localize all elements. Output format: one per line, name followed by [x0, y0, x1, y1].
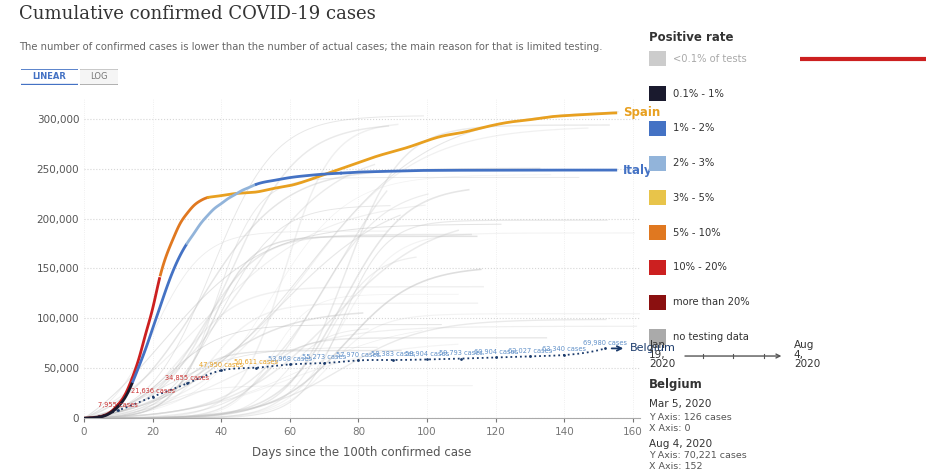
Text: 0.1% - 1%: 0.1% - 1% — [673, 88, 724, 99]
Point — [557, 351, 572, 359]
Point — [488, 354, 503, 361]
Text: 2020: 2020 — [649, 359, 675, 369]
Text: 2020: 2020 — [794, 359, 820, 369]
Text: Jan: Jan — [649, 340, 665, 350]
Point — [145, 393, 160, 400]
Text: LINEAR: LINEAR — [33, 72, 66, 81]
Point — [214, 367, 229, 374]
Text: 19,: 19, — [649, 351, 666, 360]
Text: no testing data: no testing data — [673, 332, 749, 342]
Text: Italy: Italy — [623, 164, 652, 177]
Text: 47,950 cases: 47,950 cases — [199, 361, 244, 368]
Text: 63,340 cases: 63,340 cases — [543, 346, 587, 352]
Text: 69,980 cases: 69,980 cases — [584, 340, 628, 345]
Text: X Axis: 152: X Axis: 152 — [649, 462, 702, 470]
Text: 60,904 cases: 60,904 cases — [474, 349, 517, 355]
Text: <0.1% of tests: <0.1% of tests — [673, 54, 747, 64]
FancyBboxPatch shape — [18, 69, 81, 85]
Text: X Axis: 0: X Axis: 0 — [649, 424, 690, 433]
Text: Y Axis: 126 cases: Y Axis: 126 cases — [649, 413, 732, 422]
Text: Belgium: Belgium — [630, 344, 675, 353]
Point — [386, 356, 401, 364]
Text: Positive rate: Positive rate — [649, 31, 733, 44]
Point — [351, 357, 366, 364]
Text: Aug 4, 2020: Aug 4, 2020 — [649, 439, 713, 449]
Text: 59,793 cases: 59,793 cases — [440, 350, 484, 356]
Text: 1% - 2%: 1% - 2% — [673, 123, 715, 133]
Text: Y Axis: 70,221 cases: Y Axis: 70,221 cases — [649, 451, 747, 460]
Text: The number of confirmed cases is lower than the number of actual cases; the main: The number of confirmed cases is lower t… — [19, 42, 602, 52]
Text: 3% - 5%: 3% - 5% — [673, 193, 715, 203]
Point — [419, 356, 434, 363]
FancyBboxPatch shape — [78, 69, 120, 85]
Point — [179, 380, 194, 387]
Point — [317, 360, 332, 367]
Text: 58,383 cases: 58,383 cases — [371, 351, 415, 357]
Text: LOG: LOG — [91, 72, 107, 81]
Text: Belgium: Belgium — [649, 378, 703, 392]
Text: Cumulative confirmed COVID-19 cases: Cumulative confirmed COVID-19 cases — [19, 5, 375, 23]
Point — [248, 364, 263, 371]
Text: 57,970 cases: 57,970 cases — [336, 352, 380, 358]
Text: Aug: Aug — [794, 340, 814, 350]
Text: 55,273 cases: 55,273 cases — [302, 354, 347, 360]
Text: 5% - 10%: 5% - 10% — [673, 227, 721, 238]
Text: in Data: in Data — [842, 40, 884, 50]
Text: Mar 5, 2020: Mar 5, 2020 — [649, 400, 712, 409]
Text: 62,027 cases: 62,027 cases — [508, 347, 552, 353]
Point — [454, 355, 469, 362]
Point — [522, 352, 537, 360]
Text: 4,: 4, — [794, 351, 804, 360]
Text: 50,611 cases: 50,611 cases — [234, 359, 277, 365]
Text: more than 20%: more than 20% — [673, 297, 750, 307]
Text: Our World: Our World — [833, 22, 892, 32]
Point — [282, 360, 297, 368]
Text: 34,855 cases: 34,855 cases — [165, 375, 209, 381]
Text: 21,636 cases: 21,636 cases — [131, 388, 175, 394]
Text: 2% - 3%: 2% - 3% — [673, 158, 715, 168]
Text: 58,904 cases: 58,904 cases — [405, 351, 449, 357]
Text: Spain: Spain — [623, 106, 660, 119]
X-axis label: Days since the 100th confirmed case: Days since the 100th confirmed case — [252, 446, 472, 459]
Text: 7,955 cases: 7,955 cases — [98, 401, 138, 407]
Point — [111, 407, 126, 414]
Point — [598, 345, 613, 352]
Text: 53,968 cases: 53,968 cases — [268, 356, 312, 361]
Text: 10% - 20%: 10% - 20% — [673, 262, 728, 273]
